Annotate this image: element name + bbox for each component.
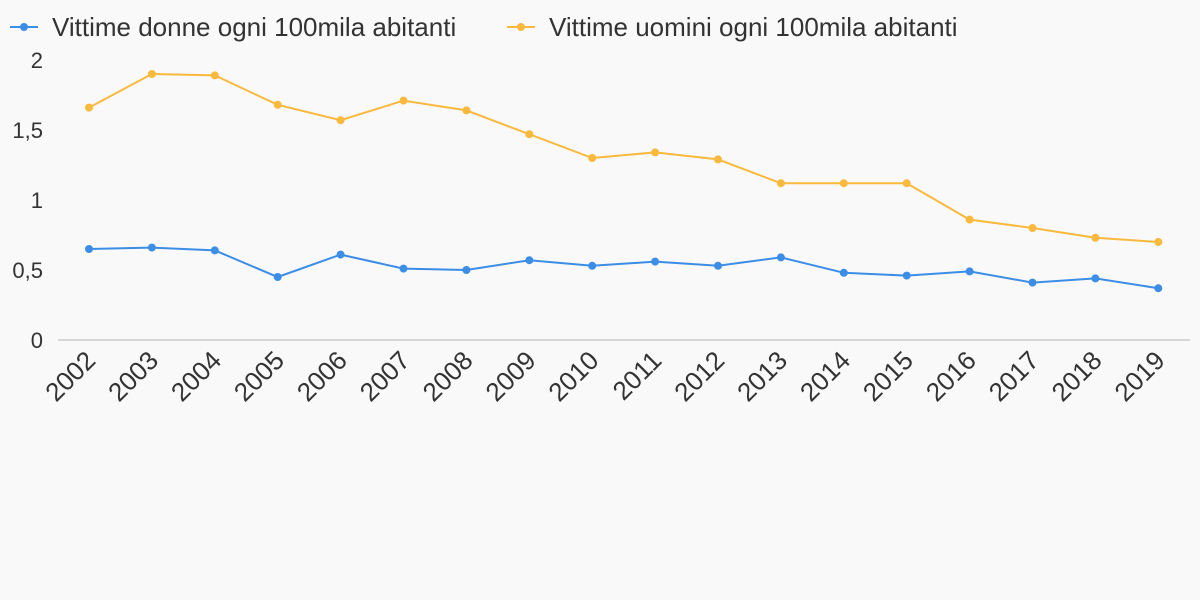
data-point[interactable] bbox=[210, 246, 219, 255]
x-tick-label: 2006 bbox=[291, 345, 353, 407]
data-point[interactable] bbox=[210, 71, 219, 80]
series-line bbox=[88, 72, 1159, 243]
y-axis: 0 0,5 1 1,5 2 bbox=[12, 48, 43, 353]
data-point[interactable] bbox=[1154, 238, 1163, 246]
data-point[interactable] bbox=[462, 106, 471, 115]
series-1 bbox=[85, 243, 1163, 293]
legend-marker bbox=[20, 23, 28, 31]
legend-label: Vittime uomini ogni 100mila abitanti bbox=[549, 12, 958, 42]
data-point[interactable] bbox=[336, 116, 345, 125]
data-point[interactable] bbox=[714, 261, 722, 270]
data-point[interactable] bbox=[525, 256, 534, 265]
x-tick-label: 2016 bbox=[920, 345, 982, 407]
legend-item[interactable]: Vittime uomini ogni 100mila abitanti bbox=[507, 12, 958, 42]
data-point[interactable] bbox=[965, 267, 974, 276]
data-point[interactable] bbox=[525, 130, 534, 139]
x-tick-label: 2008 bbox=[417, 345, 479, 407]
x-tick-label: 2005 bbox=[228, 345, 290, 407]
legend: Vittime donne ogni 100mila abitanti Vitti… bbox=[10, 12, 958, 42]
data-point[interactable] bbox=[399, 96, 408, 105]
data-point[interactable] bbox=[85, 245, 93, 253]
x-tick-label: 2007 bbox=[354, 345, 416, 407]
data-point[interactable] bbox=[399, 264, 408, 273]
data-point[interactable] bbox=[1154, 284, 1163, 293]
x-tick-label: 2009 bbox=[479, 345, 541, 407]
data-point[interactable] bbox=[1091, 233, 1100, 242]
series-line bbox=[88, 246, 1159, 290]
x-tick-label: 2002 bbox=[39, 345, 101, 407]
data-point[interactable] bbox=[462, 266, 471, 274]
x-tick-label: 2019 bbox=[1108, 345, 1170, 407]
data-point[interactable] bbox=[147, 243, 156, 252]
legend-label: Vittime donne ogni 100mila abitanti bbox=[52, 12, 456, 42]
x-tick-label: 2004 bbox=[165, 345, 227, 407]
data-point[interactable] bbox=[1091, 274, 1100, 283]
legend-item[interactable]: Vittime donne ogni 100mila abitanti bbox=[10, 12, 456, 42]
data-point[interactable] bbox=[776, 253, 785, 262]
y-tick-label: 1 bbox=[31, 188, 43, 213]
data-point[interactable] bbox=[651, 148, 660, 157]
data-point[interactable] bbox=[588, 261, 597, 270]
x-tick-label: 2013 bbox=[731, 345, 793, 407]
data-point[interactable] bbox=[839, 268, 848, 277]
plot-area bbox=[85, 70, 1163, 293]
data-point[interactable] bbox=[839, 179, 848, 188]
data-point[interactable] bbox=[714, 155, 722, 164]
data-point[interactable] bbox=[902, 271, 911, 280]
y-tick-label: 0 bbox=[31, 328, 43, 353]
x-tick-label: 2014 bbox=[794, 345, 856, 407]
x-tick-label: 2011 bbox=[607, 345, 668, 406]
data-point[interactable] bbox=[776, 179, 785, 188]
data-point[interactable] bbox=[965, 215, 974, 224]
data-point[interactable] bbox=[588, 154, 597, 162]
y-tick-label: 1,5 bbox=[12, 118, 43, 143]
y-tick-label: 2 bbox=[31, 48, 43, 73]
data-point[interactable] bbox=[651, 257, 660, 266]
x-tick-label: 2012 bbox=[668, 345, 730, 407]
x-axis: 2002 2003 2004 2005 2006 2007 2008 2009 2010 2011… bbox=[39, 345, 1170, 407]
x-tick-label: 2010 bbox=[542, 345, 604, 407]
x-tick-label: 2018 bbox=[1046, 345, 1108, 407]
data-point[interactable] bbox=[902, 179, 911, 188]
data-point[interactable] bbox=[1028, 278, 1037, 287]
data-point[interactable] bbox=[273, 273, 282, 281]
x-tick-label: 2015 bbox=[857, 345, 919, 407]
x-tick-label: 2017 bbox=[983, 345, 1045, 407]
legend-marker bbox=[517, 23, 525, 31]
y-tick-label: 0,5 bbox=[12, 258, 43, 283]
data-point[interactable] bbox=[1028, 224, 1037, 232]
data-point[interactable] bbox=[85, 103, 93, 112]
series-2 bbox=[85, 70, 1163, 246]
x-tick-label: 2003 bbox=[102, 345, 164, 407]
data-point[interactable] bbox=[336, 250, 345, 259]
data-point[interactable] bbox=[147, 70, 156, 78]
data-point[interactable] bbox=[273, 100, 282, 109]
